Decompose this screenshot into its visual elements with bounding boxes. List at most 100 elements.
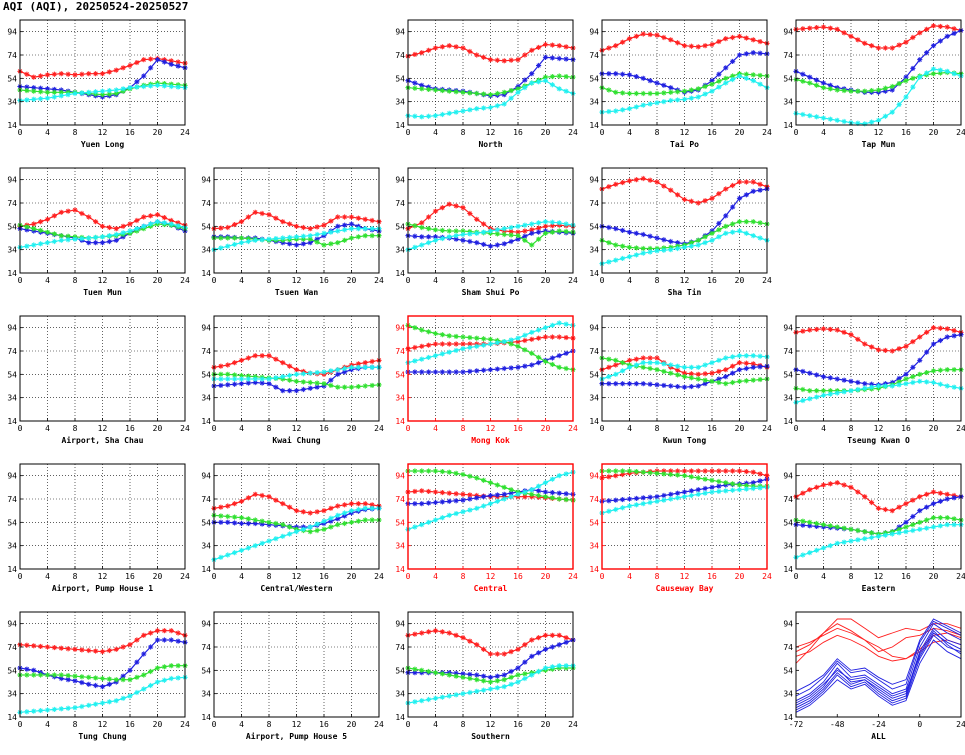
data-point [460,691,466,697]
data-point [426,226,432,232]
data-point [757,38,763,45]
data-point [460,471,466,478]
data-point [419,488,425,494]
data-point [24,227,30,233]
data-point [439,235,445,242]
data-point [44,229,51,235]
data-point [681,196,688,203]
data-point [917,357,923,363]
data-point [460,237,466,243]
data-point [730,363,736,369]
x-tick-label: -24 [871,720,886,729]
data-point [154,637,161,643]
data-point [709,360,715,366]
data-point [93,89,99,95]
data-point [820,545,827,551]
data-point [736,360,743,366]
data-point [944,491,950,497]
data-point [342,520,348,527]
data-point [474,230,480,236]
data-point [834,87,840,93]
data-point [487,104,494,111]
data-point [827,86,833,92]
data-point [175,84,181,90]
data-point [225,376,231,382]
data-point [232,550,238,556]
data-point [453,109,459,115]
data-point [467,492,473,498]
data-point [439,332,445,338]
data-point [688,474,694,480]
data-point [273,520,279,527]
series-line-cyan [795,524,961,558]
x-tick-label: 0 [406,128,411,137]
data-point [917,74,923,80]
data-point [827,388,833,394]
data-point [807,25,813,31]
data-point [307,240,313,246]
x-tick-label: 24 [762,424,772,433]
data-point [807,113,813,119]
data-point [93,240,99,246]
data-point [757,376,763,383]
y-tick-label: 94 [7,472,17,481]
data-point [494,103,500,109]
data-point [556,473,562,479]
y-tick-label: 14 [589,121,599,130]
panel-title: Southern [471,732,510,741]
data-point [432,237,439,243]
data-point [688,383,694,390]
data-point [168,83,174,90]
y-tick-label: 14 [201,269,211,278]
data-point [668,362,674,368]
data-point [273,375,279,381]
x-tick-label: 4 [45,424,50,433]
data-point [300,386,306,393]
y-tick-label: 14 [201,417,211,426]
data-point [896,504,902,510]
data-point [848,538,854,544]
data-point [869,43,875,49]
data-point [508,337,514,343]
data-point [633,90,639,97]
x-tick-label: 0 [406,720,411,729]
panel-title: Central/Western [260,584,332,593]
data-point [848,526,854,532]
data-point [439,111,445,118]
data-point [930,524,937,530]
data-point [307,524,313,530]
data-point [362,505,368,511]
data-point [273,384,279,390]
y-tick-label: 54 [783,666,793,675]
data-point [536,635,542,641]
data-point [924,349,930,355]
x-tick-label: 8 [461,572,466,581]
data-point [937,381,943,387]
data-point [549,495,555,501]
data-point [675,240,681,246]
data-point [369,502,375,508]
data-point [232,360,238,366]
data-point [412,51,418,58]
x-tick-label: 4 [627,128,632,137]
data-point [460,205,466,211]
data-point [695,200,701,206]
data-point [675,472,681,478]
x-tick-label: 20 [347,276,357,285]
data-point [633,177,639,183]
data-point [467,231,473,237]
x-tick-label: 16 [901,128,911,137]
data-point [245,380,251,386]
data-point [807,519,813,525]
data-point [419,50,425,56]
data-point [924,26,930,32]
x-tick-label: 20 [541,276,551,285]
y-tick-label: 54 [589,518,599,527]
data-point [647,31,653,38]
data-point [542,494,549,500]
y-tick-label: 14 [589,269,599,278]
data-point [917,334,923,340]
data-point [529,47,535,53]
data-point [654,498,660,504]
